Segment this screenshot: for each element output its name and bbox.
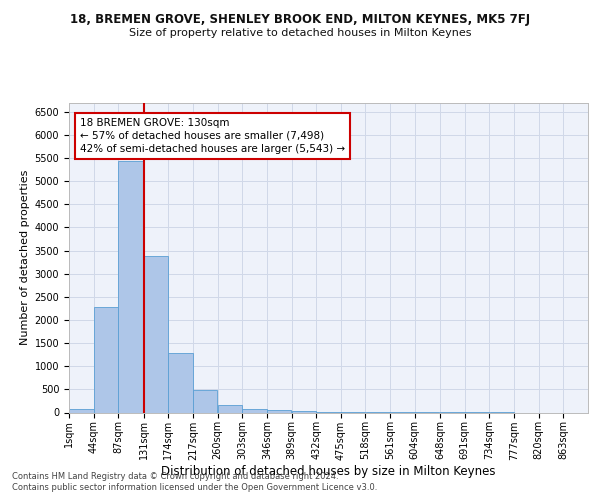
Bar bbox=[218, 405, 242, 412]
Y-axis label: Number of detached properties: Number of detached properties bbox=[20, 170, 31, 345]
Bar bbox=[169, 353, 193, 412]
Bar bbox=[143, 256, 168, 412]
Bar bbox=[69, 409, 94, 412]
Bar bbox=[292, 411, 316, 412]
X-axis label: Distribution of detached houses by size in Milton Keynes: Distribution of detached houses by size … bbox=[161, 465, 496, 478]
Text: 18, BREMEN GROVE, SHENLEY BROOK END, MILTON KEYNES, MK5 7FJ: 18, BREMEN GROVE, SHENLEY BROOK END, MIL… bbox=[70, 12, 530, 26]
Bar bbox=[267, 410, 292, 412]
Bar bbox=[193, 390, 217, 412]
Bar bbox=[94, 308, 118, 412]
Text: Contains public sector information licensed under the Open Government Licence v3: Contains public sector information licen… bbox=[12, 484, 377, 492]
Bar bbox=[118, 162, 143, 412]
Text: Contains HM Land Registry data © Crown copyright and database right 2024.: Contains HM Land Registry data © Crown c… bbox=[12, 472, 338, 481]
Bar bbox=[242, 409, 267, 412]
Text: 18 BREMEN GROVE: 130sqm
← 57% of detached houses are smaller (7,498)
42% of semi: 18 BREMEN GROVE: 130sqm ← 57% of detache… bbox=[80, 118, 345, 154]
Text: Size of property relative to detached houses in Milton Keynes: Size of property relative to detached ho… bbox=[129, 28, 471, 38]
